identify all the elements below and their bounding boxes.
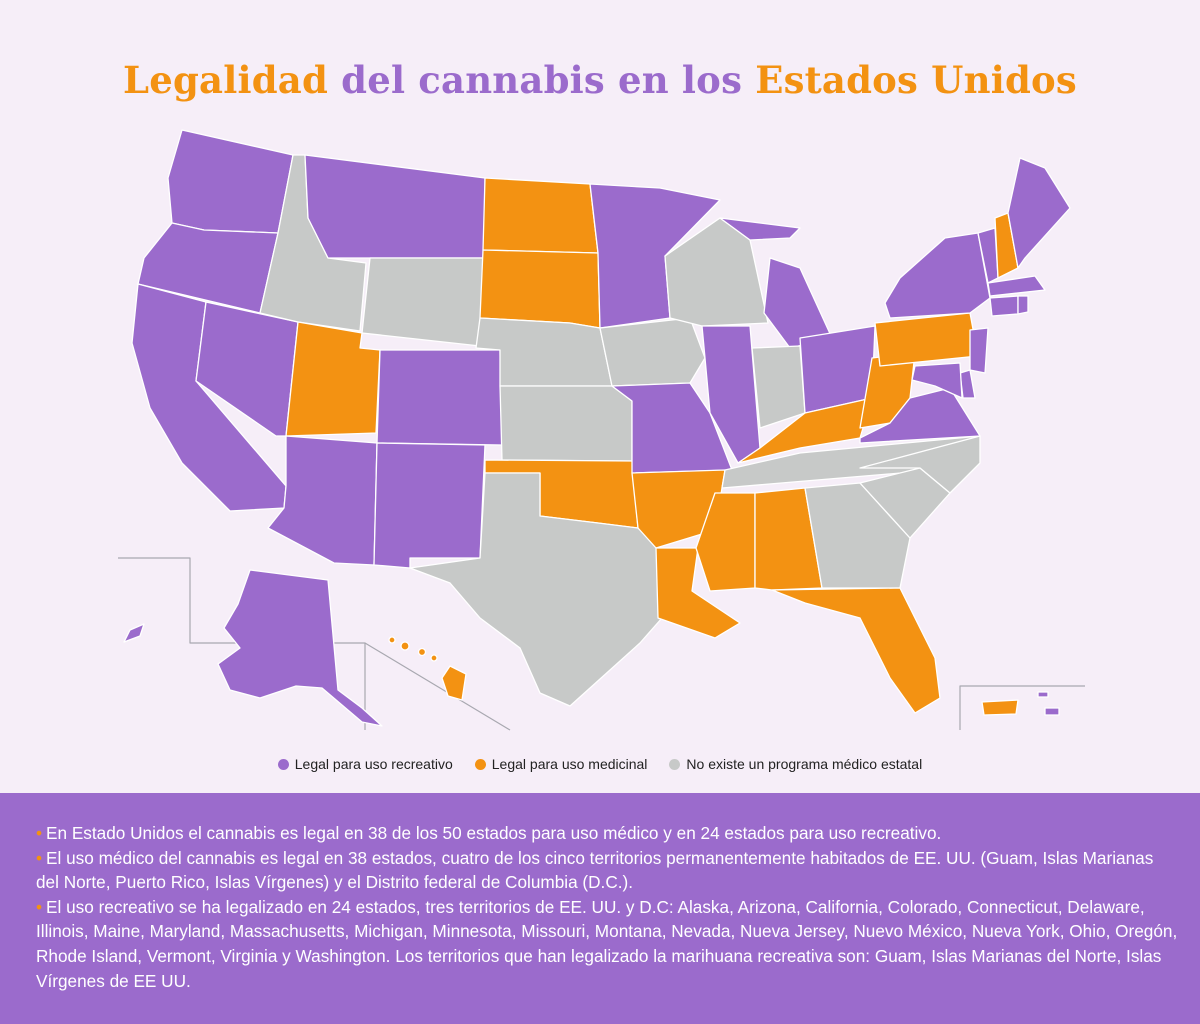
state-rhode-island <box>1017 295 1029 315</box>
title-part-legalidad: Legalidad <box>123 58 329 102</box>
state-pennsylvania <box>874 312 979 367</box>
state-massachusetts <box>987 275 1046 297</box>
map-legend: Legal para uso recreativo Legal para uso… <box>0 756 1200 772</box>
legend-label-recreational: Legal para uso recreativo <box>294 756 453 772</box>
us-map <box>118 129 1085 731</box>
state-hawaii <box>388 636 467 701</box>
legend-item-none: No existe un programa médico estatal <box>669 756 922 772</box>
state-north-carolina <box>859 435 981 494</box>
territories-inset-frame <box>959 685 1085 730</box>
state-arkansas <box>631 469 726 549</box>
state-maine <box>1007 157 1071 269</box>
state-north-dakota <box>482 177 599 254</box>
note-1: • En Estado Unidos el cannabis es legal e… <box>36 821 1180 846</box>
legend-label-medicinal: Legal para uso medicinal <box>491 756 648 772</box>
legend-dot-recreational <box>277 758 289 770</box>
state-alaska <box>217 569 383 727</box>
territory-usvi <box>1044 707 1060 716</box>
territory-usvi-2 <box>1037 691 1049 698</box>
state-south-dakota <box>479 249 601 329</box>
note-3: • El uso recreativo se ha legalizado en 2… <box>36 895 1180 993</box>
alaska-inset-frame <box>118 557 366 730</box>
state-arizona <box>267 435 378 566</box>
state-maryland <box>911 362 963 399</box>
state-wyoming <box>361 257 486 347</box>
bullet-icon: • <box>36 823 43 843</box>
notes-panel: • En Estado Unidos el cannabis es legal e… <box>0 793 1200 1024</box>
state-mississippi <box>695 492 756 592</box>
state-utah <box>285 321 381 437</box>
territory-puerto-rico <box>981 699 1019 716</box>
page-title: Legalidad del cannabis en los Estados Un… <box>0 58 1200 102</box>
bullet-icon: • <box>36 896 43 917</box>
legend-item-recreational: Legal para uso recreativo <box>277 756 453 772</box>
state-alaska-islands <box>123 623 145 643</box>
state-kansas <box>499 385 633 462</box>
note-2-text: El uso médico del cannabis es legal en 3… <box>36 847 1154 893</box>
note-1-text: En Estado Unidos el cannabis es legal en… <box>46 823 942 843</box>
note-2: • El uso médico del cannabis es legal en … <box>36 846 1180 895</box>
state-florida <box>771 587 941 714</box>
legend-dot-none <box>669 758 681 770</box>
state-washington <box>167 129 294 234</box>
state-michigan-upper <box>719 217 801 241</box>
bullet-icon: • <box>36 847 43 868</box>
legend-label-none: No existe un programa médico estatal <box>686 756 923 772</box>
state-iowa <box>599 317 706 387</box>
state-colorado <box>376 349 503 446</box>
state-texas <box>409 472 663 707</box>
state-montana <box>304 154 486 259</box>
state-new-jersey <box>969 327 989 374</box>
title-part-middle: del cannabis en los <box>341 58 743 102</box>
note-3-text: El uso recreativo se ha legalizado en 24… <box>36 896 1178 991</box>
legend-dot-medicinal <box>474 758 486 770</box>
legend-item-medicinal: Legal para uso medicinal <box>474 756 648 772</box>
state-indiana <box>751 345 806 429</box>
title-part-estados-unidos: Estados Unidos <box>755 58 1077 102</box>
hawaii-inset-frame <box>364 642 511 731</box>
state-new-mexico <box>373 442 486 569</box>
state-connecticut <box>989 295 1019 317</box>
state-new-york <box>884 232 991 319</box>
